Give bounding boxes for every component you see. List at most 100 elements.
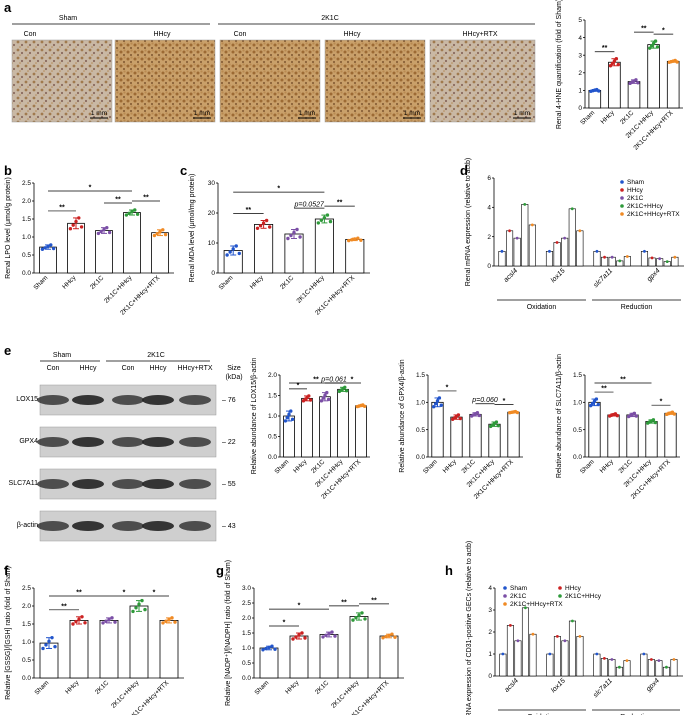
- data-point: [643, 249, 646, 253]
- data-point: [477, 413, 481, 418]
- blot-size-marker: – 76: [222, 397, 236, 404]
- y-tick-label: 3: [578, 52, 582, 59]
- data-point: [356, 236, 360, 240]
- data-point: [432, 405, 436, 409]
- data-point: [140, 598, 144, 603]
- data-point: [99, 229, 103, 234]
- data-point: [225, 253, 229, 257]
- data-point: [500, 249, 504, 253]
- image-label: HHcy+RTX: [462, 31, 497, 38]
- data-point: [74, 219, 78, 224]
- bar: [593, 251, 601, 267]
- y-tick-label: 1.5: [242, 630, 251, 637]
- x-tick-label: gpx4: [645, 677, 661, 693]
- data-point: [555, 635, 559, 638]
- data-point: [614, 57, 619, 61]
- bar: [670, 659, 678, 677]
- data-point: [350, 238, 354, 242]
- y-tick-label: 1.0: [573, 400, 582, 407]
- data-point: [264, 646, 268, 651]
- data-point: [615, 413, 619, 418]
- data-point: [267, 225, 272, 229]
- data-point: [458, 416, 462, 421]
- y-tick-label: 1.5: [22, 216, 31, 223]
- blot-rows: LOX15 – 76 GPX4 – 22 SLC7A11 – 55 β-actin – 43: [9, 384, 236, 542]
- data-point: [653, 39, 658, 43]
- data-point: [578, 229, 582, 233]
- scale-bar-label: 1 mm: [514, 110, 530, 117]
- bar: [39, 246, 57, 274]
- group-label-sham: Sham: [59, 15, 77, 22]
- bar: [506, 625, 514, 677]
- bar: [600, 658, 608, 677]
- bar: [593, 653, 601, 677]
- data-point: [653, 420, 657, 425]
- bar: [349, 616, 369, 679]
- bar: [301, 397, 313, 458]
- bar: [159, 620, 179, 679]
- data-point: [322, 216, 327, 220]
- legend-label: 2K1C+HHcy: [627, 203, 664, 210]
- legend-label: 2K1C+HHcy+RTX: [510, 601, 563, 608]
- blot-lane-label: Con: [122, 365, 135, 372]
- bar: [69, 620, 89, 679]
- data-point: [107, 617, 111, 622]
- histology-image: [429, 39, 536, 123]
- x-tick-label: 2K1C: [279, 274, 296, 291]
- data-point: [384, 634, 388, 639]
- panel-label-d: d: [460, 163, 468, 178]
- data-point: [267, 645, 271, 650]
- significance-label: *: [660, 399, 663, 406]
- bar: [506, 230, 514, 267]
- x-tick-label: HHcy: [64, 679, 81, 696]
- data-point: [618, 665, 621, 669]
- data-point: [287, 412, 291, 417]
- legend-label: Sham: [627, 179, 644, 186]
- significance-label: **: [601, 386, 607, 393]
- data-point: [285, 415, 289, 420]
- data-point: [163, 232, 168, 237]
- data-point: [319, 218, 324, 222]
- histology-image-hhcy-sham: HHcy 1 mm: [114, 31, 216, 123]
- data-point: [665, 260, 669, 263]
- histology-image-con-2k1c: Con 1 mm: [219, 31, 321, 123]
- y-tick-label: 3: [488, 607, 492, 614]
- data-point: [270, 644, 274, 648]
- data-point: [578, 635, 582, 638]
- histology-image: [11, 39, 113, 123]
- y-tick-label: 1.5: [22, 621, 31, 628]
- y-axis-label: Relative abundance of SLC7A11/β-actin: [556, 354, 563, 478]
- bar: [588, 90, 602, 109]
- blot-protein-label: LOX15: [16, 396, 38, 403]
- bar: [151, 232, 169, 274]
- data-point: [130, 209, 134, 214]
- bar: [545, 251, 554, 267]
- y-tick-label: 0.5: [242, 660, 251, 667]
- data-point: [40, 247, 45, 251]
- bar: [546, 653, 554, 677]
- y-tick-label: 2: [578, 70, 582, 77]
- data-point: [363, 617, 367, 621]
- bar: [553, 242, 561, 267]
- data-point: [634, 78, 638, 82]
- data-point: [292, 230, 296, 235]
- legend-label: 2K1C+HHcy+RTX: [627, 211, 680, 218]
- bar: [319, 634, 339, 679]
- significance-label: *: [662, 28, 665, 35]
- y-tick-label: 20: [208, 210, 216, 217]
- x-tick-label: Sham: [253, 679, 270, 696]
- data-point: [51, 246, 56, 251]
- data-point: [610, 255, 614, 259]
- bar: [314, 218, 334, 274]
- data-point: [390, 632, 394, 636]
- significance-label: p=0.061: [320, 377, 347, 384]
- data-point: [105, 225, 109, 230]
- data-point: [359, 238, 363, 242]
- y-tick-label: 0.0: [416, 454, 425, 461]
- data-point: [344, 389, 349, 393]
- legend-marker: [558, 594, 562, 598]
- x-tick-label: 2K1C+HHcy: [110, 679, 141, 710]
- bar: [507, 411, 520, 458]
- data-point: [330, 630, 334, 634]
